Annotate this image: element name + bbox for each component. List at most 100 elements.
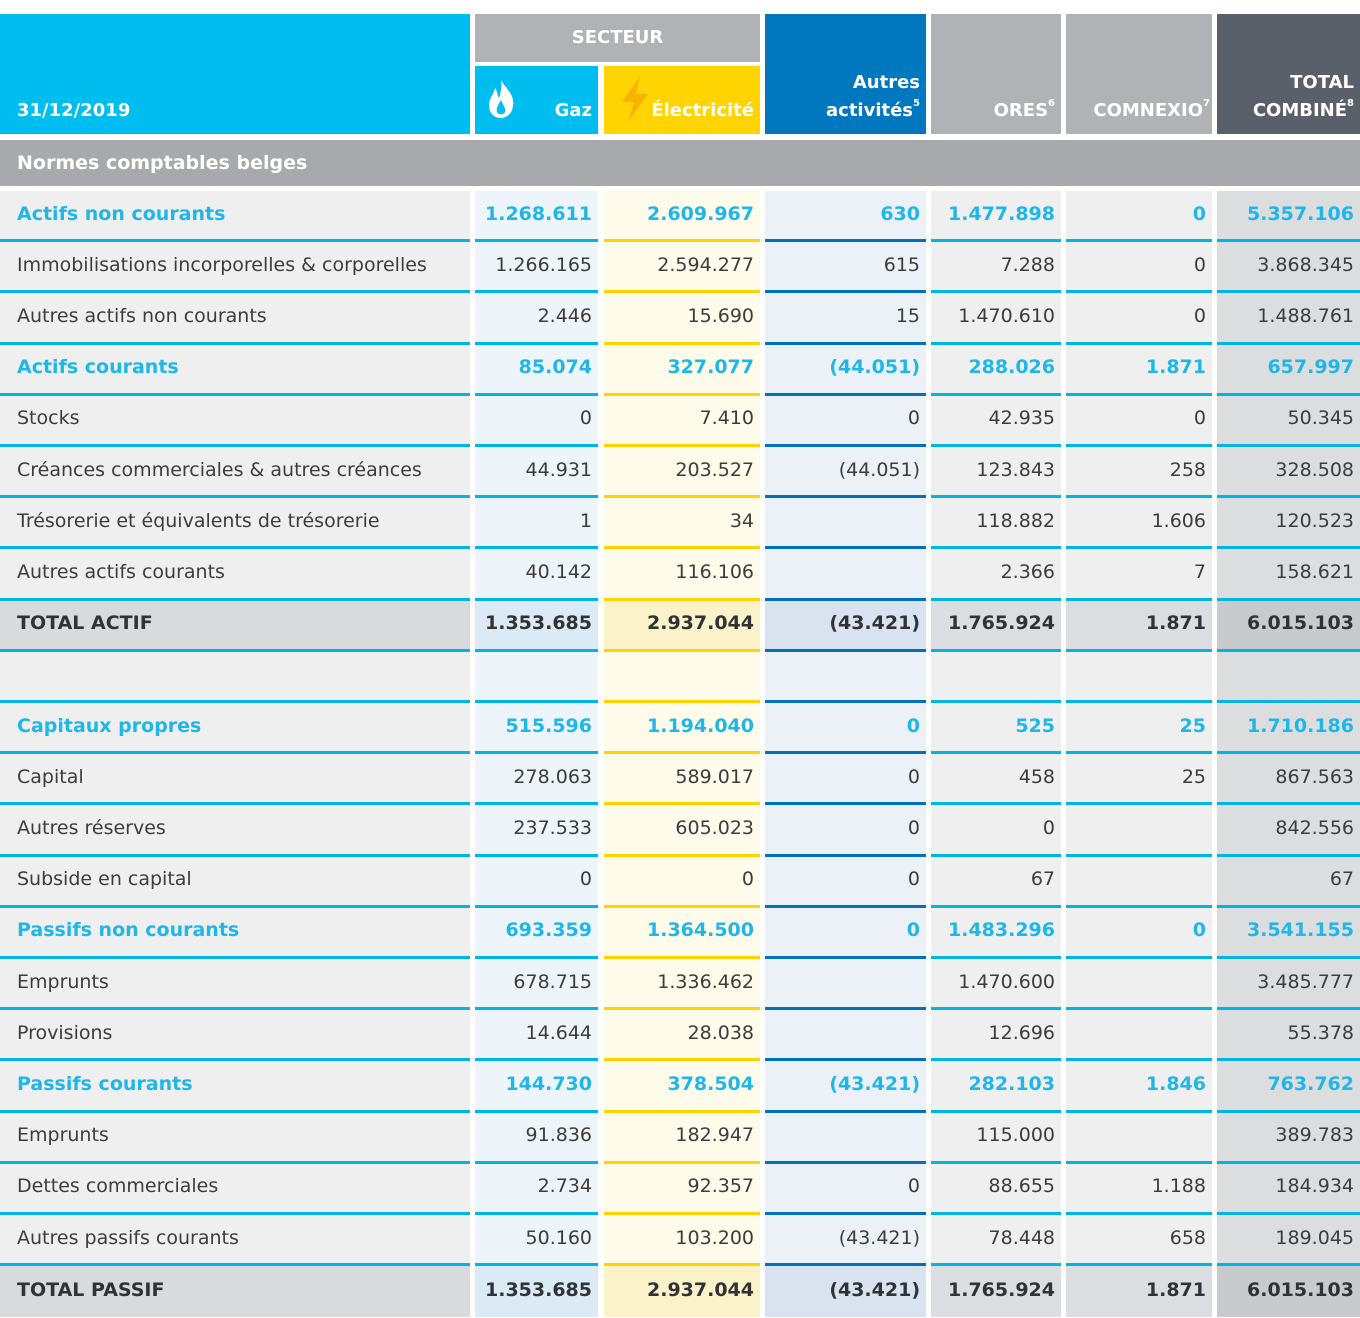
cell: 2.366 <box>931 549 1061 601</box>
note: 7 <box>1203 98 1210 109</box>
row-label: Autres passifs courants <box>0 1215 470 1267</box>
cell: 91.836 <box>475 1112 598 1164</box>
cell: 1.488.761 <box>1217 293 1360 345</box>
cell: 0 <box>765 907 926 959</box>
cell: 1.353.685 <box>475 600 598 652</box>
section-title: Normes comptables belges <box>17 152 308 174</box>
cell: 0 <box>1066 242 1212 294</box>
cell: 1.710.186 <box>1217 703 1360 755</box>
flame-icon <box>489 80 514 118</box>
cell: 1.606 <box>1066 498 1212 550</box>
cell: 0 <box>765 395 926 447</box>
cell: 0 <box>1066 191 1212 243</box>
row-label: TOTAL ACTIF <box>0 600 470 652</box>
cell: (44.051) <box>765 344 926 396</box>
cell: 85.074 <box>475 344 598 396</box>
cell: 2.937.044 <box>604 1266 760 1318</box>
row-label: Capital <box>0 754 470 806</box>
cell: 1.477.898 <box>931 191 1061 243</box>
cell: 0 <box>1066 293 1212 345</box>
note: 6 <box>1048 98 1055 109</box>
cell: 25 <box>1066 754 1212 806</box>
col-header: Autres activités5 <box>765 14 926 134</box>
cell <box>1066 1112 1212 1164</box>
cell <box>1066 959 1212 1011</box>
row-label: Autres réserves <box>0 805 470 857</box>
cell: 1.765.924 <box>931 1266 1061 1318</box>
row-label: Actifs courants <box>0 344 470 396</box>
cell: 1.483.296 <box>931 907 1061 959</box>
cell: 1.470.600 <box>931 959 1061 1011</box>
cell: 50.345 <box>1217 395 1360 447</box>
cell: 328.508 <box>1217 447 1360 499</box>
cell: (43.421) <box>765 1061 926 1113</box>
cell: (43.421) <box>765 1266 926 1318</box>
col-label: ORES <box>993 100 1049 121</box>
col-header: TOTAL COMBINÉ8 <box>1217 14 1360 134</box>
cell: 189.045 <box>1217 1215 1360 1267</box>
cell: (44.051) <box>765 447 926 499</box>
cell: 615 <box>765 242 926 294</box>
cell: 1.871 <box>1066 600 1212 652</box>
cell: 44.931 <box>475 447 598 499</box>
cell <box>1066 805 1212 857</box>
col-header: ORES6 <box>931 14 1061 134</box>
cell: 378.504 <box>604 1061 760 1113</box>
cell: 123.843 <box>931 447 1061 499</box>
cell: 278.063 <box>475 754 598 806</box>
cell: 605.023 <box>604 805 760 857</box>
cell: 0 <box>1066 395 1212 447</box>
cell: 763.762 <box>1217 1061 1360 1113</box>
cell: 28.038 <box>604 1010 760 1062</box>
cell: 867.563 <box>1217 754 1360 806</box>
cell: 282.103 <box>931 1061 1061 1113</box>
row-label: Autres actifs non courants <box>0 293 470 345</box>
cell: 842.556 <box>1217 805 1360 857</box>
cell: 0 <box>765 703 926 755</box>
cell: 40.142 <box>475 549 598 601</box>
cell: 515.596 <box>475 703 598 755</box>
cell: 15 <box>765 293 926 345</box>
cell: 15.690 <box>604 293 760 345</box>
cell: 115.000 <box>931 1112 1061 1164</box>
cell <box>765 1112 926 1164</box>
cell: 2.594.277 <box>604 242 760 294</box>
cell: 2.609.967 <box>604 191 760 243</box>
row-label: Subside en capital <box>0 856 470 908</box>
cell <box>475 651 598 703</box>
cell <box>765 959 926 1011</box>
cell: 0 <box>475 395 598 447</box>
cell: 327.077 <box>604 344 760 396</box>
cell <box>765 549 926 601</box>
row-label: Actifs non courants <box>0 191 470 243</box>
cell <box>1217 651 1360 703</box>
cell: 0 <box>604 856 760 908</box>
row-label: Provisions <box>0 1010 470 1062</box>
cell: 1.353.685 <box>475 1266 598 1318</box>
cell: 120.523 <box>1217 498 1360 550</box>
cell <box>1066 856 1212 908</box>
cell: 6.015.103 <box>1217 600 1360 652</box>
cell <box>1066 1010 1212 1062</box>
row-label: Passifs courants <box>0 1061 470 1113</box>
cell: 389.783 <box>1217 1112 1360 1164</box>
cell: 3.868.345 <box>1217 242 1360 294</box>
cell: 0 <box>931 805 1061 857</box>
cell: 693.359 <box>475 907 598 959</box>
cell: 2.734 <box>475 1163 598 1215</box>
group: SECTEUR <box>571 27 664 48</box>
cell: 0 <box>1066 907 1212 959</box>
cell: 12.696 <box>931 1010 1061 1062</box>
date-header: 31/12/2019 <box>0 14 470 134</box>
cell: 7.410 <box>604 395 760 447</box>
cell: 0 <box>475 856 598 908</box>
cell: 116.106 <box>604 549 760 601</box>
bolt-icon <box>622 76 648 122</box>
row-label: TOTAL PASSIF <box>0 1266 470 1318</box>
cell: 1.266.165 <box>475 242 598 294</box>
col-label: Autres activités <box>826 72 920 121</box>
cell: 0 <box>765 1163 926 1215</box>
section-row: Normes comptables belges <box>0 140 1360 186</box>
row-label: Immobilisations incorporelles & corporel… <box>0 242 470 294</box>
cell: 55.378 <box>1217 1010 1360 1062</box>
